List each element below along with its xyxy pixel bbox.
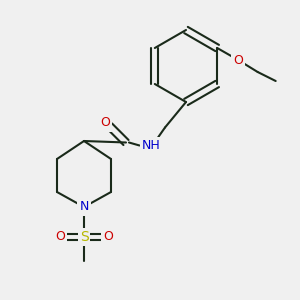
Text: O: O: [55, 230, 65, 244]
Text: S: S: [80, 230, 88, 244]
Text: O: O: [233, 53, 243, 67]
Text: O: O: [100, 116, 110, 130]
Text: N: N: [79, 200, 89, 214]
Text: O: O: [103, 230, 113, 244]
Text: NH: NH: [142, 139, 161, 152]
